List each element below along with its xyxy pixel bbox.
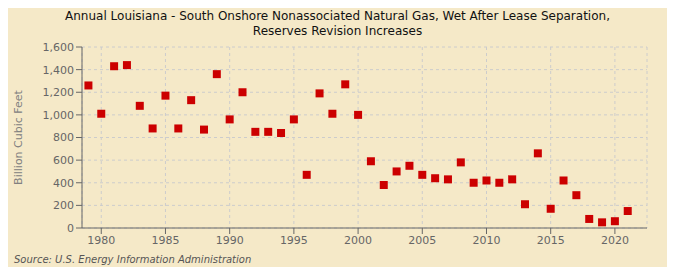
svg-text:2015: 2015 [537, 234, 565, 247]
html-text:Annual Louisiana - South Onsho: Annual Louisiana - South Onshore Nonasso… [65, 9, 610, 23]
svg-text:2005: 2005 [408, 234, 436, 247]
svg-text:1985: 1985 [151, 234, 179, 247]
svg-text:1990: 1990 [216, 234, 244, 247]
html-text:Source: U.S. Energy Informatio: Source: U.S. Energy Information Administ… [14, 254, 252, 265]
svg-text:Billion Cubic Feet: Billion Cubic Feet [12, 89, 25, 184]
svg-text:1,600: 1,600 [43, 41, 75, 54]
svg-text:1995: 1995 [280, 234, 308, 247]
svg-text:800: 800 [53, 131, 74, 144]
svg-text:200: 200 [53, 199, 74, 212]
svg-text:2000: 2000 [344, 234, 372, 247]
svg-text:0: 0 [67, 222, 74, 235]
svg-text:400: 400 [53, 177, 74, 190]
svg-text:1,000: 1,000 [43, 109, 75, 122]
html-text:Reserves Revision Increases: Reserves Revision Increases [252, 24, 423, 38]
svg-text:600: 600 [53, 154, 74, 167]
svg-text:1980: 1980 [87, 234, 115, 247]
svg-text:1,400: 1,400 [43, 64, 75, 77]
svg-text:1,200: 1,200 [43, 86, 75, 99]
svg-text:2020: 2020 [601, 234, 629, 247]
svg-text:2010: 2010 [472, 234, 500, 247]
